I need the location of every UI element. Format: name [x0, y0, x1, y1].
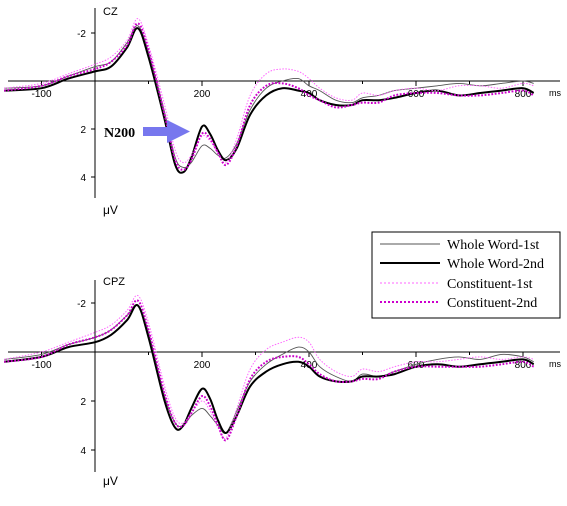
cz-y-tick-label: 4: [80, 173, 86, 184]
cpz-panel-label: CPZ: [103, 276, 125, 288]
legend-entry-constituent-1st: Constituent-1st: [380, 277, 533, 292]
cpz-x-tick-label: -100: [31, 360, 51, 371]
cz-panel-label: CZ: [103, 6, 118, 18]
cz-series-whole-word-1st: [4, 25, 534, 169]
cpz-y-tick-label: 4: [80, 446, 86, 457]
cz-series-whole-word-2nd: [4, 27, 535, 174]
cz-series-lines: [3, 18, 535, 174]
cz-x-tick-label: 600: [408, 89, 425, 100]
cpz-y-unit-label: μV: [103, 474, 118, 488]
cz-y-tick-label: -2: [77, 29, 86, 40]
legend-entry-whole-word-1st: Whole Word-1st: [380, 238, 539, 253]
legend-label-whole-word-2nd: Whole Word-2nd: [447, 257, 544, 272]
n200-arrow-icon: [143, 120, 190, 143]
cz-series-constituent-2nd: [3, 22, 535, 171]
legend-label-whole-word-1st: Whole Word-1st: [447, 238, 539, 253]
cpz-series-lines: [3, 294, 535, 442]
cz-y-unit-label: μV: [103, 203, 118, 217]
cz-x-tick-label: 400: [301, 89, 318, 100]
cz-ticks: -100 200 400 600 800 -2 2 4: [31, 29, 531, 184]
cpz-panel: CPZ μV ms -100 200 400 600 800 -2 2 4: [3, 276, 561, 488]
cpz-x-tick-label: 600: [408, 360, 425, 371]
cpz-x-tick-label: 400: [301, 360, 318, 371]
cpz-series-whole-word-2nd: [3, 304, 535, 434]
cz-y-tick-label: 2: [80, 125, 86, 136]
legend-entry-constituent-2nd: Constituent-2nd: [380, 296, 537, 311]
cz-x-unit-label: ms: [549, 88, 561, 98]
cz-panel: CZ μV ms -100 200 400 600 800 -2 2 4 N200: [3, 6, 561, 217]
legend: Whole Word-1st Whole Word-2nd Constituen…: [371, 231, 561, 319]
cpz-series-constituent-2nd: [3, 299, 535, 442]
cz-series-constituent-1st: [4, 18, 534, 164]
cpz-ticks: -100 200 400 600 800 -2 2 4: [31, 299, 531, 457]
cz-x-tick-label: 800: [515, 89, 532, 100]
cpz-y-tick-label: -2: [77, 299, 86, 310]
cpz-series-constituent-1st: [3, 294, 534, 439]
n200-annotation-label: N200: [104, 126, 135, 141]
cpz-y-tick-label: 2: [80, 397, 86, 408]
cpz-x-unit-label: ms: [549, 359, 561, 369]
legend-label-constituent-2nd: Constituent-2nd: [447, 296, 537, 311]
cz-x-tick-label: -100: [31, 89, 51, 100]
cz-x-tick-label: 200: [194, 89, 211, 100]
legend-label-constituent-1st: Constituent-1st: [447, 277, 533, 292]
cpz-x-tick-label: 800: [515, 360, 532, 371]
legend-entry-whole-word-2nd: Whole Word-2nd: [380, 257, 544, 272]
cpz-x-tick-label: 200: [194, 360, 211, 371]
legend-box: [371, 231, 561, 319]
